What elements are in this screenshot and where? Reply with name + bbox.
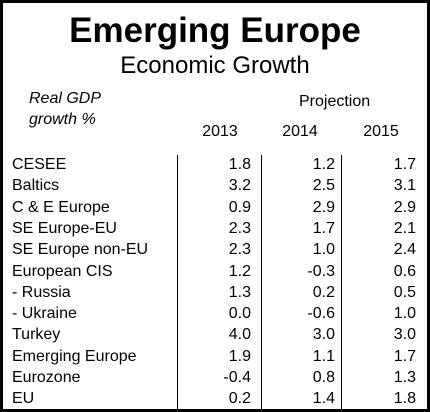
column-divider-3 [341, 155, 342, 409]
chart-subtitle: Economic Growth [120, 52, 310, 79]
value-cell-2015: 0.6 [393, 262, 416, 280]
table-row: SE Europe non-EU 2.3 1.0 2.4 [3, 239, 427, 260]
column-divider-1 [177, 155, 178, 409]
table-row: - Ukraine 0.0 -0.6 1.0 [3, 303, 427, 324]
row-label: Eurozone [12, 369, 81, 386]
value-cell-2014: 3.0 [312, 326, 335, 344]
row-label: CESEE [12, 156, 67, 173]
value-cell-2014: 1.0 [312, 241, 335, 259]
value-cell-2015: 1.0 [393, 305, 416, 323]
row-header-line-2: growth % [29, 111, 96, 128]
column-header-2013: 2013 [202, 123, 238, 140]
value-cell-2013: 1.9 [228, 347, 251, 365]
value-cell-2014: 1.4 [312, 390, 335, 408]
value-cell-2014: 0.8 [312, 369, 335, 386]
value-cell-2013: 2.3 [228, 241, 251, 259]
value-cell-2015: 3.1 [393, 177, 416, 195]
value-cell-2015: 2.4 [393, 241, 416, 259]
value-cell-2013: 1.8 [228, 156, 251, 173]
value-cell-2015: 2.9 [393, 198, 416, 216]
value-cell-2014: -0.3 [307, 262, 335, 280]
projection-label: Projection [299, 93, 371, 110]
row-label: Emerging Europe [12, 347, 137, 365]
value-cell-2013: 2.3 [228, 219, 251, 237]
value-cell-2014: 0.2 [312, 283, 335, 301]
value-cell-2014: -0.6 [307, 305, 335, 323]
value-cell-2015: 1.8 [393, 390, 416, 408]
table-row: C & E Europe 0.9 2.9 2.9 [3, 197, 427, 218]
value-cell-2013: 0.9 [228, 198, 251, 216]
table-row: EU 0.2 1.4 1.8 [3, 388, 427, 409]
table-row: CESEE 1.8 1.2 1.7 [3, 154, 427, 175]
row-label: C & E Europe [12, 198, 110, 216]
value-cell-2015: 0.5 [393, 283, 416, 301]
row-label: SE Europe-EU [12, 219, 117, 237]
value-cell-2013: 1.3 [228, 283, 251, 301]
value-cell-2013: 1.2 [228, 262, 251, 280]
table-row: Emerging Europe 1.9 1.1 1.7 [3, 346, 427, 367]
table-row: Turkey 4.0 3.0 3.0 [3, 324, 427, 345]
row-header-line-1: Real GDP [29, 90, 102, 107]
value-cell-2014: 2.5 [312, 177, 335, 195]
row-label: - Ukraine [12, 305, 77, 323]
value-cell-2015: 1.7 [393, 347, 416, 365]
value-cell-2013: -0.4 [223, 369, 251, 386]
value-cell-2014: 2.9 [312, 198, 335, 216]
chart-title: Emerging Europe [69, 11, 361, 50]
value-cell-2013: 3.2 [228, 177, 251, 195]
column-header-2014: 2014 [282, 123, 318, 140]
table-row: Eurozone -0.4 0.8 1.3 [3, 367, 427, 388]
value-cell-2015: 3.0 [393, 326, 416, 344]
column-header-2015: 2015 [363, 123, 399, 140]
row-label: Turkey [12, 326, 61, 344]
table-row: European CIS 1.2 -0.3 0.6 [3, 261, 427, 282]
value-cell-2013: 0.2 [228, 390, 251, 408]
value-cell-2015: 1.3 [393, 369, 416, 386]
row-label: Baltics [12, 177, 60, 195]
table-row: Baltics 3.2 2.5 3.1 [3, 175, 427, 196]
row-label: SE Europe non-EU [12, 241, 149, 259]
value-cell-2015: 2.1 [393, 219, 416, 237]
column-divider-2 [261, 155, 262, 409]
value-cell-2013: 4.0 [228, 326, 251, 344]
value-cell-2013: 0.0 [228, 305, 251, 323]
row-label: - Russia [12, 283, 71, 301]
table-row: SE Europe-EU 2.3 1.7 2.1 [3, 218, 427, 239]
value-cell-2014: 1.7 [312, 219, 335, 237]
row-label: European CIS [12, 262, 113, 280]
value-cell-2014: 1.2 [312, 156, 335, 173]
value-cell-2014: 1.1 [312, 347, 335, 365]
value-cell-2015: 1.7 [393, 156, 416, 173]
table-row: - Russia 1.3 0.2 0.5 [3, 282, 427, 303]
row-label: EU [12, 390, 35, 408]
